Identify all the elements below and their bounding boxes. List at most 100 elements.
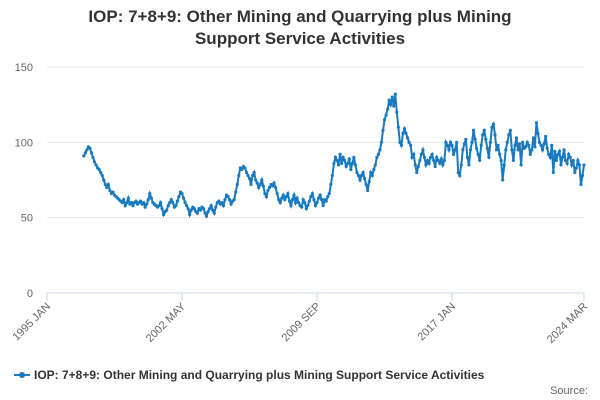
- point: [89, 151, 94, 155]
- point: [82, 154, 86, 158]
- point: [407, 140, 411, 144]
- point: [297, 201, 301, 205]
- point: [266, 188, 270, 193]
- point: [570, 163, 574, 167]
- point: [229, 202, 233, 206]
- point: [344, 164, 348, 169]
- point: [292, 193, 296, 197]
- point: [386, 107, 390, 111]
- point: [220, 201, 224, 205]
- point: [353, 163, 357, 167]
- point: [358, 178, 362, 182]
- point: [559, 163, 563, 167]
- point: [272, 181, 276, 185]
- point: [126, 196, 130, 200]
- point: [542, 142, 546, 146]
- point: [185, 204, 189, 208]
- point: [88, 146, 92, 150]
- point: [384, 113, 388, 117]
- x-tick-label: 2017 JAN: [416, 301, 459, 344]
- point: [560, 155, 565, 159]
- point: [293, 201, 298, 205]
- point: [458, 173, 462, 178]
- point: [120, 201, 124, 205]
- point: [330, 173, 334, 178]
- point: [513, 143, 517, 147]
- point: [249, 182, 253, 187]
- point: [362, 176, 367, 181]
- point: [315, 201, 319, 205]
- point: [540, 148, 545, 152]
- point: [243, 166, 247, 170]
- point: [409, 143, 413, 147]
- point: [92, 160, 97, 164]
- point: [507, 133, 511, 137]
- point: [488, 140, 493, 144]
- point: [209, 204, 213, 208]
- point: [451, 152, 456, 156]
- point: [264, 194, 269, 199]
- point: [510, 148, 514, 152]
- point: [149, 196, 153, 200]
- point: [445, 143, 450, 147]
- point: [378, 148, 382, 152]
- point: [453, 148, 457, 152]
- point: [267, 185, 272, 190]
- point: [571, 158, 575, 163]
- point: [455, 140, 459, 144]
- point: [504, 148, 508, 152]
- point: [277, 197, 281, 202]
- point: [94, 163, 98, 167]
- point: [169, 197, 173, 202]
- point: [419, 152, 423, 156]
- point: [83, 151, 87, 155]
- point: [565, 161, 569, 166]
- point: [442, 158, 446, 163]
- point: [461, 148, 465, 152]
- point: [295, 196, 299, 200]
- point: [326, 194, 330, 199]
- point: [125, 201, 129, 205]
- point: [373, 163, 377, 167]
- point: [270, 184, 275, 188]
- point: [352, 155, 356, 159]
- point: [145, 202, 149, 206]
- point: [478, 158, 482, 163]
- point: [484, 137, 488, 141]
- point: [201, 207, 206, 211]
- point: [573, 170, 577, 175]
- source-label: Source:: [550, 385, 588, 397]
- point: [516, 148, 520, 152]
- point: [85, 148, 89, 152]
- point: [379, 140, 384, 144]
- point: [280, 196, 284, 200]
- point: [195, 211, 199, 215]
- point: [439, 157, 443, 161]
- point: [396, 125, 400, 129]
- point: [177, 194, 181, 199]
- point: [387, 98, 391, 102]
- point: [281, 193, 285, 197]
- point: [318, 193, 322, 197]
- point: [343, 158, 347, 163]
- point: [350, 161, 354, 166]
- point: [447, 148, 451, 152]
- point: [301, 197, 305, 202]
- point: [389, 103, 393, 107]
- point: [476, 152, 480, 156]
- point: [418, 158, 422, 163]
- point: [186, 207, 190, 211]
- point: [470, 140, 474, 144]
- point: [579, 182, 583, 187]
- point: [203, 211, 207, 215]
- point: [505, 140, 509, 144]
- point: [415, 170, 419, 175]
- point: [502, 163, 506, 167]
- point: [211, 208, 215, 212]
- point: [103, 182, 107, 187]
- point: [309, 194, 313, 199]
- y-tick-label: 0: [27, 288, 33, 300]
- point: [341, 155, 345, 159]
